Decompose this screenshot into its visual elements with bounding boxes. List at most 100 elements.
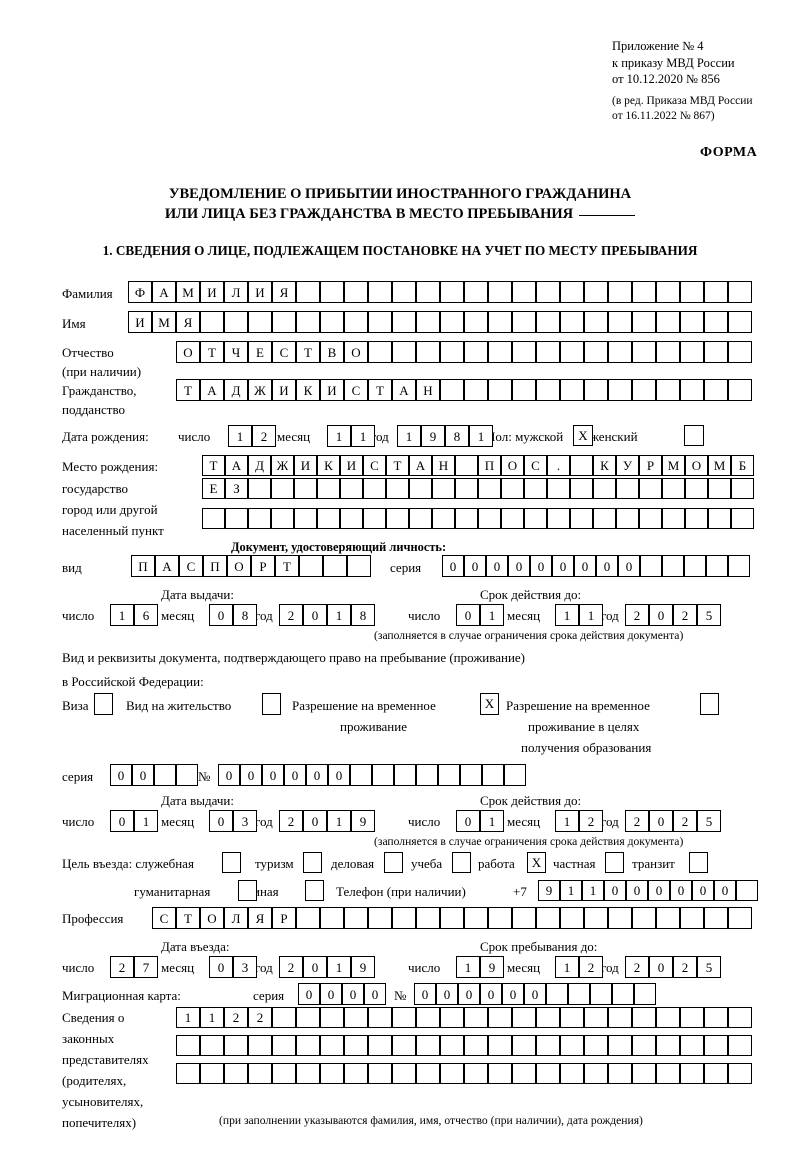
doc-valid-year-cell-3[interactable]: 5 — [697, 604, 721, 626]
doc-number-cell-3[interactable]: 0 — [574, 555, 596, 577]
legal-rep-row2-cell-12[interactable] — [464, 1035, 488, 1056]
legal-rep-row3-cell-17[interactable] — [584, 1063, 608, 1084]
firstname-cell-13[interactable] — [440, 311, 464, 333]
permit-issue-year-cell-0[interactable]: 2 — [279, 810, 303, 832]
permit-valid-year-cell-1[interactable]: 0 — [649, 810, 673, 832]
permit-series-cell-0[interactable]: 0 — [110, 764, 132, 786]
legal-rep-row1-cell-20[interactable] — [656, 1007, 680, 1028]
legal-rep-row2-cell-6[interactable] — [320, 1035, 344, 1056]
mig-number-cell-4[interactable]: 0 — [502, 983, 524, 1005]
birth-day-cell-0[interactable]: 1 — [228, 425, 252, 447]
legal-rep-row2-cell-4[interactable] — [272, 1035, 296, 1056]
surname-cell-11[interactable] — [392, 281, 416, 303]
legal-rep-row2-cell-20[interactable] — [656, 1035, 680, 1056]
birth-place-row3-cell-14[interactable] — [524, 508, 547, 529]
legal-rep-row1-cell-13[interactable] — [488, 1007, 512, 1028]
firstname-cell-0[interactable]: И — [128, 311, 152, 333]
citizenship-cell-11[interactable] — [440, 379, 464, 401]
permit-issue-year-cell-2[interactable]: 1 — [327, 810, 351, 832]
birth-place-row3-cell-2[interactable] — [248, 508, 271, 529]
mig-number-cell-8[interactable] — [590, 983, 612, 1005]
mig-number-cell-3[interactable]: 0 — [480, 983, 502, 1005]
legal-rep-row3-cell-12[interactable] — [464, 1063, 488, 1084]
doc-kind-cell-5[interactable]: Р — [251, 555, 275, 577]
doc-kind-cell-2[interactable]: С — [179, 555, 203, 577]
birth-place-row2-cell-21[interactable] — [685, 478, 708, 499]
entry-day-cell-1[interactable]: 7 — [134, 956, 158, 978]
patronymic-cell-23[interactable] — [728, 341, 752, 363]
entry-year-cell-1[interactable]: 0 — [303, 956, 327, 978]
patronymic-cell-7[interactable]: О — [344, 341, 368, 363]
surname-cell-17[interactable] — [536, 281, 560, 303]
permit-series-cell-2[interactable] — [154, 764, 176, 786]
phone-cell-3[interactable]: 0 — [604, 880, 626, 901]
legal-rep-row2-cell-21[interactable] — [680, 1035, 704, 1056]
permit-number-cell-10[interactable] — [438, 764, 460, 786]
purpose-study-checkbox[interactable] — [452, 852, 471, 873]
birth-place-row2-cell-16[interactable] — [570, 478, 593, 499]
birth-place-row1-cell-19[interactable]: Р — [639, 455, 662, 476]
birth-place-row3-cell-20[interactable] — [662, 508, 685, 529]
firstname-cell-3[interactable] — [200, 311, 224, 333]
doc-kind-cell-4[interactable]: О — [227, 555, 251, 577]
firstname-cell-15[interactable] — [488, 311, 512, 333]
birth-place-row2-cell-9[interactable] — [409, 478, 432, 499]
phone-cell-8[interactable]: 0 — [714, 880, 736, 901]
mig-number-cell-10[interactable] — [634, 983, 656, 1005]
birth-place-row2-cell-13[interactable] — [501, 478, 524, 499]
citizenship-cell-4[interactable]: И — [272, 379, 296, 401]
stay-year-cell-0[interactable]: 2 — [625, 956, 649, 978]
profession-cell-18[interactable] — [584, 907, 608, 929]
citizenship-cell-22[interactable] — [704, 379, 728, 401]
birth-day-cell-1[interactable]: 2 — [252, 425, 276, 447]
doc-series-cell-1[interactable]: 0 — [464, 555, 486, 577]
citizenship-cell-5[interactable]: К — [296, 379, 320, 401]
birth-place-row1-cell-3[interactable]: Ж — [271, 455, 294, 476]
temp-residence-edu-checkbox[interactable] — [700, 693, 719, 715]
doc-series-cell-0[interactable]: 0 — [442, 555, 464, 577]
phone-cell-6[interactable]: 0 — [670, 880, 692, 901]
surname-cell-19[interactable] — [584, 281, 608, 303]
surname-cell-3[interactable]: И — [200, 281, 224, 303]
birth-place-row3-cell-6[interactable] — [340, 508, 363, 529]
purpose-business-checkbox[interactable] — [384, 852, 403, 873]
legal-rep-row1-cell-19[interactable] — [632, 1007, 656, 1028]
legal-rep-row3-cell-0[interactable] — [176, 1063, 200, 1084]
birth-place-row3-cell-5[interactable] — [317, 508, 340, 529]
legal-rep-row1-cell-11[interactable] — [440, 1007, 464, 1028]
legal-rep-row3-cell-23[interactable] — [728, 1063, 752, 1084]
profession-cell-12[interactable] — [440, 907, 464, 929]
permit-number-cell-6[interactable] — [350, 764, 372, 786]
patronymic-cell-6[interactable]: В — [320, 341, 344, 363]
legal-rep-row3-cell-8[interactable] — [368, 1063, 392, 1084]
permit-number-cell-1[interactable]: 0 — [240, 764, 262, 786]
doc-kind-cell-7[interactable] — [299, 555, 323, 577]
legal-rep-row3-cell-19[interactable] — [632, 1063, 656, 1084]
birth-place-row2-cell-3[interactable] — [271, 478, 294, 499]
doc-number-cell-4[interactable]: 0 — [596, 555, 618, 577]
citizenship-cell-18[interactable] — [608, 379, 632, 401]
citizenship-cell-15[interactable] — [536, 379, 560, 401]
citizenship-cell-1[interactable]: А — [200, 379, 224, 401]
legal-rep-row3-cell-14[interactable] — [512, 1063, 536, 1084]
legal-rep-row2-cell-1[interactable] — [200, 1035, 224, 1056]
birth-place-row3-cell-4[interactable] — [294, 508, 317, 529]
surname-cell-16[interactable] — [512, 281, 536, 303]
permit-number-cell-2[interactable]: 0 — [262, 764, 284, 786]
permit-issue-month-cell-1[interactable]: 3 — [233, 810, 257, 832]
legal-rep-row3-cell-13[interactable] — [488, 1063, 512, 1084]
permit-issue-year-cell-1[interactable]: 0 — [303, 810, 327, 832]
entry-month-cell-1[interactable]: 3 — [233, 956, 257, 978]
profession-cell-2[interactable]: О — [200, 907, 224, 929]
surname-cell-9[interactable] — [344, 281, 368, 303]
patronymic-cell-19[interactable] — [632, 341, 656, 363]
birth-place-row1-cell-13[interactable]: О — [501, 455, 524, 476]
permit-number-cell-0[interactable]: 0 — [218, 764, 240, 786]
mig-number-cell-0[interactable]: 0 — [414, 983, 436, 1005]
patronymic-cell-22[interactable] — [704, 341, 728, 363]
permit-number-cell-12[interactable] — [482, 764, 504, 786]
surname-cell-1[interactable]: А — [152, 281, 176, 303]
firstname-cell-25[interactable] — [728, 311, 752, 333]
citizenship-cell-9[interactable]: А — [392, 379, 416, 401]
profession-cell-16[interactable] — [536, 907, 560, 929]
